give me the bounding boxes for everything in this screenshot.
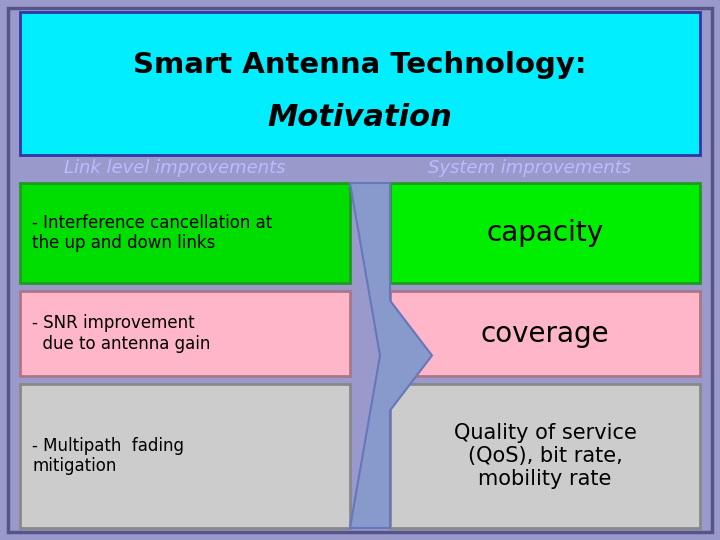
Text: capacity: capacity [487, 219, 603, 247]
Bar [390, 291, 700, 376]
Text: System improvements: System improvements [428, 159, 631, 177]
Text: Smart Antenna Technology:: Smart Antenna Technology: [133, 51, 587, 79]
Text: coverage: coverage [481, 320, 609, 348]
Text: Quality of service
(QoS), bit rate,
mobility rate: Quality of service (QoS), bit rate, mobi… [454, 423, 636, 489]
Bar [20, 291, 350, 376]
Text: Motivation: Motivation [268, 104, 452, 132]
Bar [390, 384, 700, 528]
Bar [390, 183, 700, 283]
Text: - SNR improvement
  due to antenna gain: - SNR improvement due to antenna gain [32, 314, 210, 353]
Text: - Multipath  fading
mitigation: - Multipath fading mitigation [32, 437, 184, 475]
Bar [20, 384, 350, 528]
Bar [20, 183, 350, 283]
Text: - Interference cancellation at
the up and down links: - Interference cancellation at the up an… [32, 214, 272, 252]
Polygon shape [350, 183, 432, 528]
Bar [20, 12, 700, 155]
Text: Link level improvements: Link level improvements [64, 159, 286, 177]
